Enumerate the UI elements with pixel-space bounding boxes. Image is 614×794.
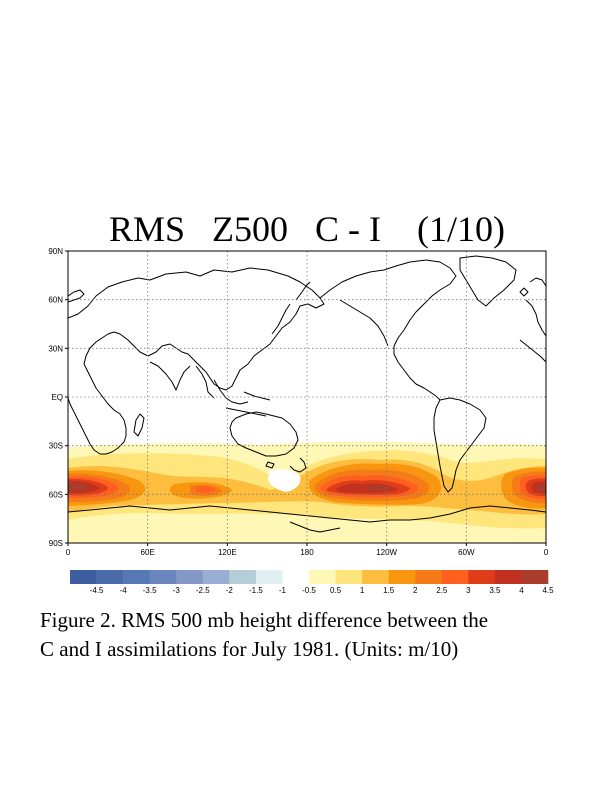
y-tick-label: 30N	[48, 344, 63, 353]
colorbar-swatch	[176, 570, 204, 584]
x-tick-label: 0	[544, 548, 549, 557]
colorbar-label: -2	[226, 586, 234, 595]
colorbar-label: -3.5	[143, 586, 157, 595]
colorbar-label: 4.5	[542, 586, 554, 595]
colorbar-swatch	[282, 570, 310, 584]
x-tick-label: 180	[300, 548, 314, 557]
y-tick-label: 60N	[48, 296, 63, 305]
colorbar-label: -4.5	[90, 586, 104, 595]
x-tick-label: 120W	[376, 548, 397, 557]
colorbar-label: 3	[466, 586, 471, 595]
colorbar-swatch	[388, 570, 416, 584]
colorbar-label: -4	[120, 586, 128, 595]
colorbar-label: 4	[519, 586, 524, 595]
caption-line-1: Figure 2. RMS 500 mb height difference b…	[40, 608, 489, 632]
colorbar-label: 2	[413, 586, 418, 595]
y-tick-label: EQ	[51, 393, 63, 402]
colorbar-swatch	[494, 570, 522, 584]
colorbar-label: 3.5	[489, 586, 501, 595]
colorbar-swatch	[468, 570, 496, 584]
colorbar: -4.5 -4 -3.5 -3 -2.5 -2 -1.5 -1 -0.5 0.5 1 1.5 2 2.5 3…	[70, 570, 554, 595]
chart-title: RMS Z500 C - I (1/10)	[109, 209, 505, 249]
colorbar-swatch	[255, 570, 283, 584]
colorbar-label: -0.5	[302, 586, 316, 595]
field-level-2	[68, 463, 546, 509]
colorbar-swatch	[96, 570, 124, 584]
colorbar-label: 1	[360, 586, 365, 595]
colorbar-label: 0.5	[330, 586, 342, 595]
gridlines	[68, 251, 546, 543]
x-tick-label: 120E	[218, 548, 237, 557]
figure-caption: Figure 2. RMS 500 mb height difference b…	[40, 606, 580, 664]
colorbar-swatch	[362, 570, 389, 584]
colorbar-swatch	[335, 570, 363, 584]
y-tick-label: 30S	[49, 442, 63, 451]
colorbar-swatch	[202, 570, 230, 584]
x-tick-label: 60W	[458, 548, 475, 557]
colorbar-swatch	[521, 570, 549, 584]
colorbar-swatch	[149, 570, 177, 584]
colorbar-swatch	[123, 570, 150, 584]
axes: 0 60E 120E 180 120W 60W 0 90N 60N 30N EQ 30S 60S 90S	[48, 247, 548, 557]
colorbar-label: -1.5	[249, 586, 263, 595]
colorbar-label: 2.5	[436, 586, 448, 595]
caption-line-2: C and I assimilations for July 1981. (Un…	[40, 637, 459, 661]
colorbar-swatch	[70, 570, 97, 584]
x-tick-label: 60E	[141, 548, 155, 557]
colorbar-swatch	[415, 570, 443, 584]
colorbar-label: 1.5	[383, 586, 395, 595]
field-gap	[268, 469, 301, 492]
y-tick-label: 90S	[49, 539, 63, 548]
coastlines	[68, 255, 546, 533]
x-tick-label: 0	[66, 548, 71, 557]
y-tick-label: 90N	[48, 247, 63, 256]
colorbar-label: -2.5	[196, 586, 210, 595]
y-tick-label: 60S	[49, 490, 63, 499]
colorbar-swatch	[309, 570, 336, 584]
colorbar-swatch	[229, 570, 257, 584]
colorbar-label: -1	[279, 586, 287, 595]
colorbar-swatch	[441, 570, 469, 584]
colorbar-label: -3	[173, 586, 181, 595]
